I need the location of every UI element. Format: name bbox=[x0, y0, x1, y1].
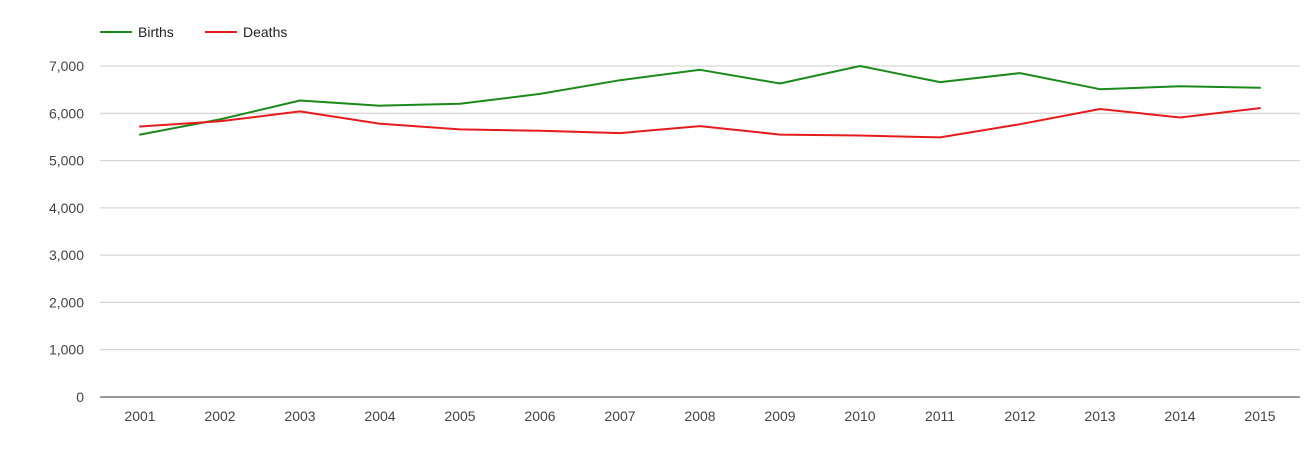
x-tick-label: 2004 bbox=[364, 408, 395, 424]
x-tick-label: 2011 bbox=[925, 408, 955, 424]
y-tick-label: 4,000 bbox=[49, 200, 84, 216]
x-tick-label: 2010 bbox=[844, 408, 875, 424]
grid-lines bbox=[100, 65, 1300, 398]
y-tick-label: 0 bbox=[76, 389, 84, 405]
y-tick-label: 5,000 bbox=[49, 153, 84, 169]
x-tick-label: 2007 bbox=[604, 408, 635, 424]
y-tick-label: 1,000 bbox=[49, 342, 84, 358]
y-axis-ticks: 0 1,000 2,000 3,000 4,000 5,000 6,000 7,000 bbox=[49, 58, 84, 405]
y-tick-label: 7,000 bbox=[49, 58, 84, 74]
y-tick-label: 6,000 bbox=[49, 105, 84, 121]
series-lines bbox=[139, 65, 1261, 139]
x-tick-label: 2012 bbox=[1004, 408, 1035, 424]
x-tick-label: 2003 bbox=[284, 408, 315, 424]
x-tick-label: 2005 bbox=[444, 408, 475, 424]
legend-label-births: Births bbox=[138, 24, 174, 40]
x-tick-label: 2015 bbox=[1244, 408, 1275, 424]
x-tick-label: 2009 bbox=[764, 408, 795, 424]
x-axis-ticks: 2001 2002 2003 2004 2005 2006 2007 2008 2009 2010… bbox=[124, 408, 1275, 424]
series-line-births bbox=[139, 65, 1261, 136]
x-tick-label: 2001 bbox=[124, 408, 155, 424]
legend: Births Deaths bbox=[100, 24, 287, 40]
x-tick-label: 2002 bbox=[204, 408, 235, 424]
y-tick-label: 3,000 bbox=[49, 247, 84, 263]
x-tick-label: 2008 bbox=[684, 408, 715, 424]
x-tick-label: 2013 bbox=[1084, 408, 1115, 424]
x-tick-label: 2014 bbox=[1164, 408, 1195, 424]
legend-label-deaths: Deaths bbox=[243, 24, 287, 40]
series-line-deaths bbox=[139, 107, 1261, 139]
y-tick-label: 2,000 bbox=[49, 294, 84, 310]
x-tick-label: 2006 bbox=[524, 408, 555, 424]
